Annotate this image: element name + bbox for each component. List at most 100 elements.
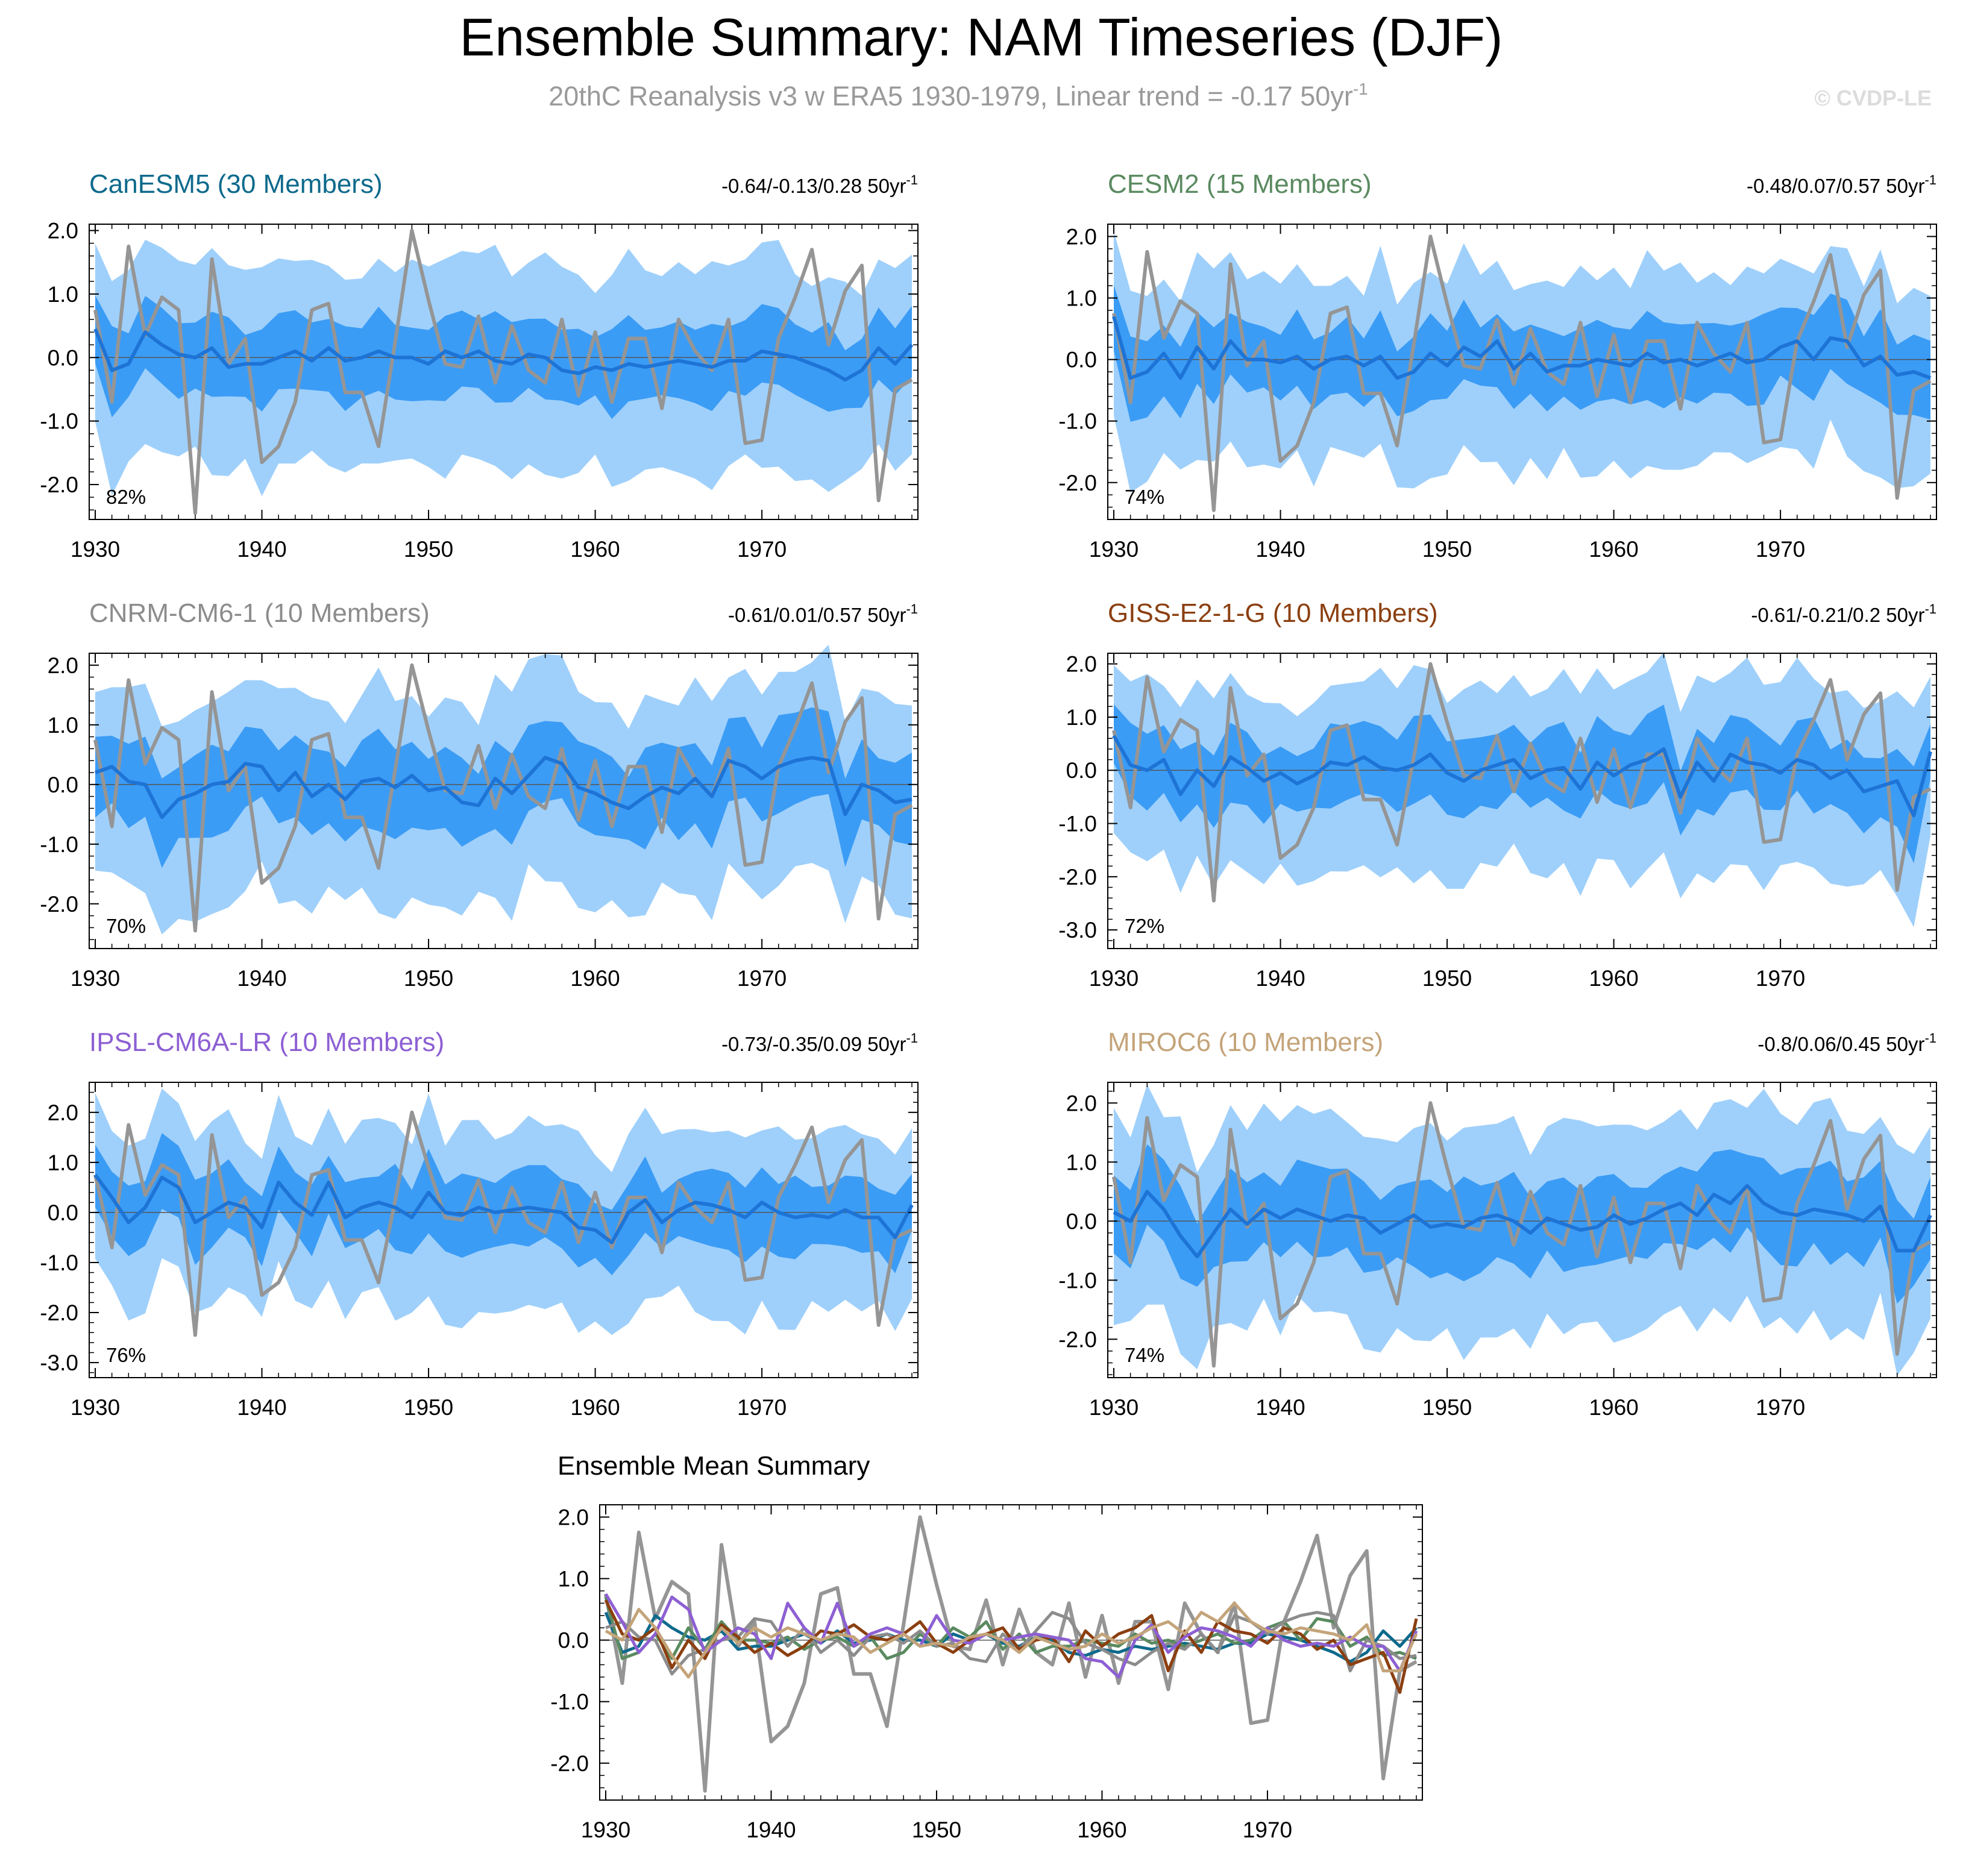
panel-2-ytick-label: -2.0 — [40, 892, 78, 917]
ensemble-mean-line — [94, 756, 912, 820]
summary-ytick-label: 2.0 — [558, 1505, 589, 1529]
panel-0-xtick-label: 1940 — [237, 537, 286, 562]
summary-model-mean-line — [604, 1593, 1418, 1679]
summary-model-mean-line — [605, 1601, 1418, 1679]
panel-4-xtick-label: 1950 — [404, 1395, 453, 1420]
panel-5-frame — [1107, 1082, 1937, 1378]
panel-4-ytick-label: -1.0 — [40, 1250, 78, 1275]
observed-series-line — [1112, 234, 1932, 512]
panel-title: CESM2 (15 Members) — [1108, 169, 1372, 199]
trend-range: -0.64/-0.13/0.28 — [721, 175, 867, 197]
panel-5-xtick-label: 1950 — [1422, 1395, 1472, 1420]
panel-4-frame — [89, 1082, 919, 1378]
observed-series-line — [93, 663, 913, 933]
panel-3-ytick-label: 1.0 — [1066, 705, 1097, 730]
panel-trend: -0.64/-0.13/0.28 50yr-1 — [721, 172, 918, 197]
panel-1-ytick-label: -2.0 — [1058, 471, 1097, 495]
panel-3-xtick-label: 1940 — [1255, 966, 1305, 991]
trend-range: -0.48/0.07/0.57 — [1747, 175, 1886, 197]
panel-title: IPSL-CM6A-LR (10 Members) — [89, 1027, 444, 1057]
panel-4-xtick-label: 1930 — [71, 1395, 120, 1420]
ensemble-mean-line — [1112, 735, 1932, 818]
panel-1-xtick-label: 1950 — [1422, 537, 1472, 562]
ensemble-mean-line — [93, 328, 914, 382]
panel-3-xtick-label: 1960 — [1589, 966, 1638, 991]
summary-ytick-label: 0.0 — [558, 1628, 589, 1653]
panel-5-ytick-label: 1.0 — [1066, 1150, 1097, 1175]
panel-2-ytick-label: 0.0 — [48, 773, 78, 797]
panel-2-ytick-label: 2.0 — [48, 653, 78, 678]
panel-5-ytick-label: -1.0 — [1058, 1268, 1097, 1293]
model-panel: 2.0 1.0 0.0 -1.0 -2.0 1930 1940 1950 1960 1970 MIR… — [1058, 1027, 1937, 1420]
panel-3-ytick-label: 0.0 — [1066, 758, 1097, 783]
panel-title: MIROC6 (10 Members) — [1108, 1027, 1383, 1057]
trend-range: -0.8/0.06/0.45 — [1757, 1033, 1886, 1055]
summary-xtick-label: 1930 — [581, 1818, 630, 1842]
model-panel: 2.0 1.0 0.0 -1.0 -2.0 -3.0 1930 1940 1950 1960 197… — [40, 1027, 919, 1420]
model-panel: 2.0 1.0 0.0 -1.0 -2.0 1930 1940 1950 1960 1970 CES… — [1058, 169, 1937, 562]
panel-3-xtick-label: 1950 — [1422, 966, 1472, 991]
summary-ytick-label: 1.0 — [558, 1567, 589, 1592]
percent-within-spread-label: 82% — [106, 486, 146, 508]
figure-subtitle: 20thC Reanalysis v3 w ERA5 1930-1979, Li… — [548, 80, 1368, 111]
percent-within-spread-label: 70% — [106, 915, 146, 937]
percent-within-spread-label: 72% — [1125, 915, 1164, 937]
model-panel: 2.0 1.0 0.0 -1.0 -2.0 1930 1940 1950 1960 1970 CNR… — [40, 598, 919, 991]
trend-range: -0.73/-0.35/0.09 — [721, 1033, 867, 1055]
percent-within-spread-label: 76% — [106, 1344, 146, 1366]
trend-unit-exponent: -1 — [906, 172, 918, 187]
trend-unit: 50yr — [1886, 1033, 1924, 1055]
panel-2-xtick-label: 1950 — [404, 966, 453, 991]
model-panel: 2.0 1.0 0.0 -1.0 -2.0 1930 1940 1950 1960 1970 Can… — [40, 169, 919, 562]
panel-1-ytick-label: -1.0 — [1058, 409, 1097, 434]
trend-unit-exponent: -1 — [906, 601, 918, 616]
summary-ytick-label: -2.0 — [550, 1751, 589, 1776]
panel-2-xtick-label: 1970 — [737, 966, 787, 991]
panel-4-ytick-label: -3.0 — [40, 1351, 78, 1375]
panel-4-ytick-label: 1.0 — [48, 1150, 78, 1175]
panel-3-ytick-label: -1.0 — [1058, 812, 1097, 836]
panel-4-ytick-label: 2.0 — [48, 1100, 78, 1125]
panel-4-xtick-label: 1970 — [737, 1395, 787, 1420]
trend-unit-exponent: -1 — [906, 1031, 918, 1046]
panel-2-xtick-label: 1940 — [237, 966, 286, 991]
panel-trend: -0.61/-0.21/0.2 50yr-1 — [1751, 601, 1936, 626]
ensemble-mean-line — [93, 1173, 914, 1244]
panel-2-ytick-label: -1.0 — [40, 832, 78, 857]
panel-3-ytick-label: -2.0 — [1058, 865, 1097, 889]
panel-title: CNRM-CM6-1 (10 Members) — [89, 598, 430, 628]
panel-4-ytick-label: -2.0 — [40, 1300, 78, 1325]
summary-observed-line — [604, 1515, 1418, 1793]
trend-unit: 50yr — [867, 604, 906, 626]
model-panel: 2.0 1.0 0.0 -1.0 -2.0 -3.0 1930 1940 1950 1960 197… — [1058, 598, 1937, 991]
trend-unit-exponent: -1 — [1924, 1031, 1936, 1046]
panel-3-ytick-label: 2.0 — [1066, 652, 1097, 677]
summary-xtick-label: 1970 — [1243, 1818, 1292, 1842]
panel-grid: 2.0 1.0 0.0 -1.0 -2.0 1930 1940 1950 1960 1970 Can… — [40, 169, 1937, 1420]
panel-0-xtick-label: 1930 — [71, 537, 120, 562]
panel-4-ytick-label: 0.0 — [48, 1200, 78, 1225]
panel-0-ytick-label: 1.0 — [48, 282, 78, 307]
figure-title: Ensemble Summary: NAM Timeseries (DJF) — [460, 7, 1503, 67]
panel-3-ytick-label: -3.0 — [1058, 918, 1097, 943]
panel-0-xtick-label: 1970 — [737, 537, 787, 562]
panel-0-xtick-label: 1960 — [570, 537, 620, 562]
panel-5-xtick-label: 1960 — [1589, 1395, 1638, 1420]
ensemble-mean-summary-panel: 2.0 1.0 0.0 -1.0 -2.0 1930 1940 1950 1960 1970 Ens… — [550, 1451, 1423, 1842]
panel-0-ytick-label: 2.0 — [48, 219, 78, 243]
panel-1-xtick-label: 1940 — [1255, 537, 1305, 562]
panel-3-frame — [1107, 653, 1937, 949]
panel-1-xtick-label: 1970 — [1756, 537, 1805, 562]
summary-model-mean-line — [605, 1611, 1417, 1676]
trend-range: -0.61/-0.21/0.2 — [1751, 604, 1886, 626]
panel-title: GISS-E2-1-G (10 Members) — [1108, 598, 1438, 628]
summary-xtick-label: 1940 — [746, 1818, 796, 1842]
panel-1-xtick-label: 1930 — [1089, 537, 1139, 562]
inner-spread-band — [1114, 704, 1930, 864]
panel-title: CanESM5 (30 Members) — [89, 169, 383, 199]
watermark: © CVDP-LE — [1814, 86, 1932, 110]
panel-2-ytick-label: 1.0 — [48, 713, 78, 738]
trend-unit: 50yr — [867, 1033, 906, 1055]
panel-5-xtick-label: 1940 — [1255, 1395, 1305, 1420]
